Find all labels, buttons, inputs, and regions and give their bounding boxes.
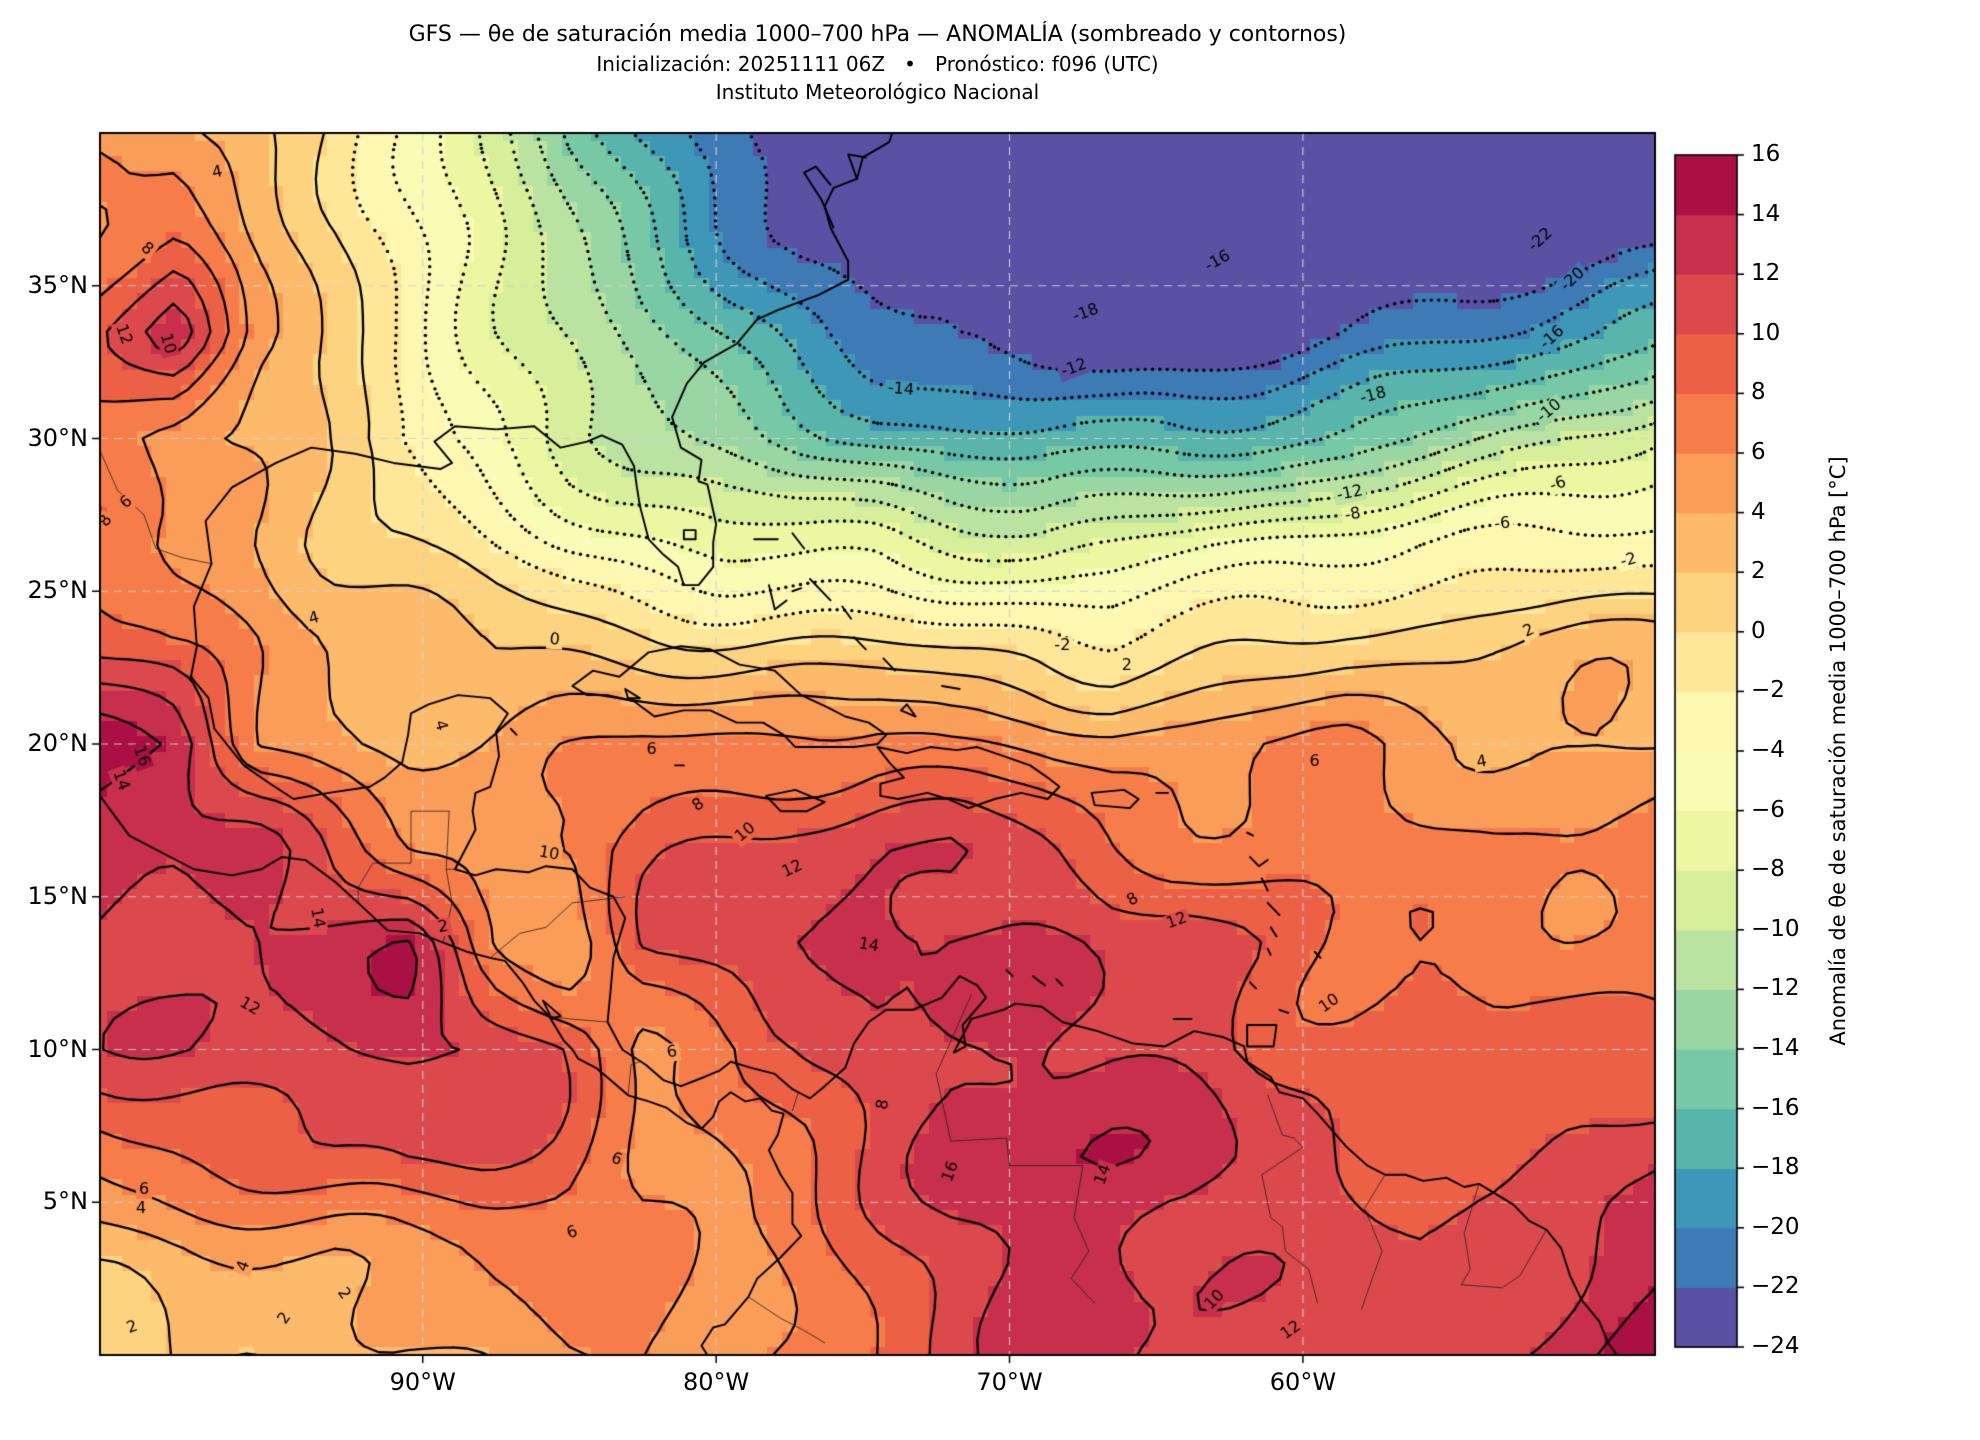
- y-axis-tick-label: 15°N: [27, 881, 89, 910]
- colorbar-tick-label: −20: [1751, 1213, 1800, 1240]
- colorbar-tick-label: 4: [1751, 498, 1766, 525]
- y-axis-tick-label: 30°N: [27, 423, 89, 452]
- colorbar-tick-label: −4: [1751, 737, 1785, 763]
- colorbar-tick-label: 2: [1751, 558, 1766, 585]
- x-axis-tick-label: 80°W: [682, 1368, 750, 1396]
- x-axis-tick-label: 60°W: [1269, 1368, 1337, 1396]
- x-axis-tick-label: 90°W: [389, 1368, 456, 1396]
- colorbar-tick-label: −18: [1751, 1154, 1800, 1181]
- colorbar-tick-label: 12: [1751, 260, 1781, 287]
- colorbar-tick-label: −12: [1751, 975, 1800, 1002]
- colorbar-tick-label: −8: [1751, 856, 1785, 883]
- colorbar-tick-label: 14: [1751, 200, 1781, 227]
- colorbar-tick-label: 8: [1751, 379, 1766, 406]
- colorbar-tick-label: −2: [1751, 677, 1785, 704]
- colorbar-tick-label: −10: [1751, 915, 1800, 942]
- colorbar-tick-label: 6: [1751, 439, 1766, 465]
- x-axis-tick-label: 70°W: [976, 1368, 1043, 1396]
- colorbar-axis-label: Anomalía de θe de saturación media 1000–…: [1826, 456, 1850, 1046]
- colorbar-tick-label: 0: [1751, 617, 1766, 644]
- map-institution: Instituto Meteorológico Nacional: [715, 80, 1040, 104]
- colorbar-tick-label: −14: [1751, 1035, 1800, 1061]
- y-axis-tick-label: 5°N: [42, 1187, 88, 1216]
- y-axis-tick-label: 25°N: [27, 576, 89, 605]
- colorbar-tick-label: −24: [1751, 1333, 1800, 1359]
- colorbar-tick-label: −16: [1751, 1094, 1800, 1121]
- colorbar-tick-label: −22: [1751, 1273, 1800, 1300]
- colorbar-tick-label: −6: [1751, 796, 1785, 823]
- map-title: GFS — θe de saturación media 1000–700 hP…: [408, 22, 1347, 47]
- colorbar-tick-label: 16: [1751, 141, 1781, 167]
- y-axis-tick-label: 35°N: [27, 270, 89, 299]
- y-axis-tick-label: 20°N: [27, 729, 89, 757]
- y-axis-tick-label: 10°N: [27, 1034, 89, 1063]
- colorbar-tick-label: 10: [1751, 319, 1781, 346]
- map-subtitle-init-forecast: Inicialización: 20251111 06Z • Pronóstic…: [596, 52, 1159, 76]
